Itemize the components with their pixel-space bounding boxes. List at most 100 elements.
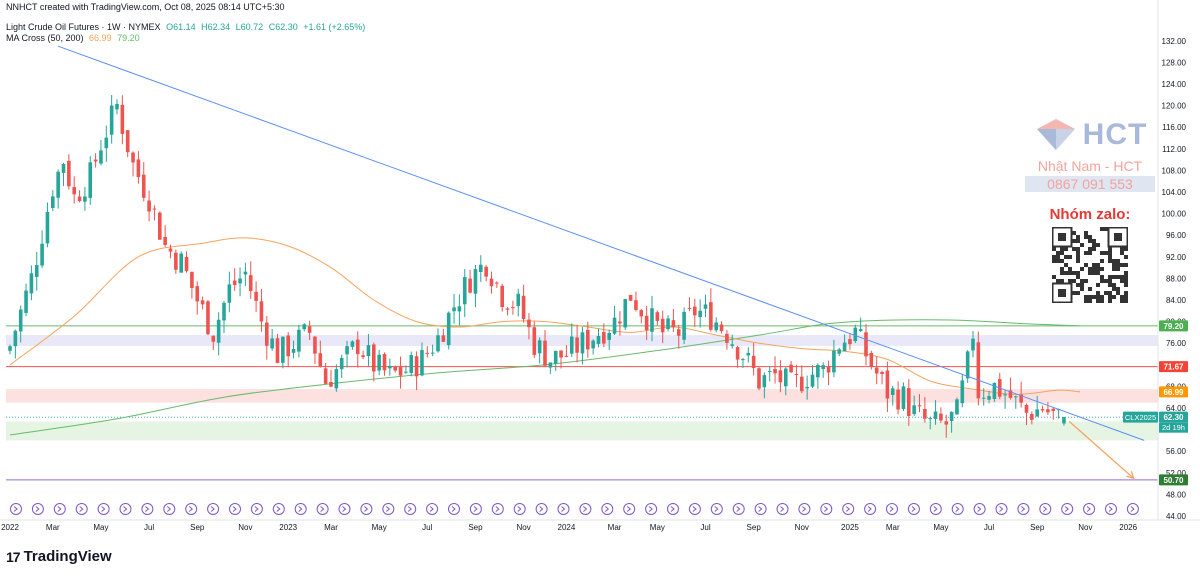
candle-up: [821, 365, 825, 370]
candle-down: [511, 307, 515, 309]
qr-module: [1092, 295, 1096, 299]
price-tag-label: 50.70: [1163, 476, 1184, 485]
event-icons[interactable]: [10, 503, 1139, 515]
candle-up: [8, 346, 12, 351]
candle-up: [762, 375, 767, 388]
event-icon: [842, 503, 855, 515]
chevron-right-icon: [1042, 506, 1048, 512]
candle-up: [479, 264, 483, 273]
qr-module: [1052, 275, 1056, 279]
candle-up: [109, 105, 114, 135]
candle-down: [174, 252, 178, 270]
candle-up: [1062, 417, 1066, 424]
qr-module: [1076, 235, 1080, 239]
candle-up: [436, 335, 440, 352]
candle-up: [971, 338, 975, 351]
event-icon: [579, 503, 592, 515]
qr-module: [1068, 279, 1072, 283]
event-icon: [316, 503, 329, 515]
hct-brand: HCT: [1082, 118, 1148, 151]
candle-up: [243, 271, 248, 275]
symbol-legend[interactable]: Light Crude Oil Futures · 1W · NYMEX O61…: [6, 22, 368, 32]
price-tag-label: 66.99: [1163, 388, 1184, 397]
qr-module: [1112, 287, 1116, 291]
candle-down: [639, 310, 644, 317]
candle-down: [163, 236, 167, 245]
candle-up: [612, 317, 617, 334]
x-tick-label: May: [933, 523, 948, 532]
chevron-right-icon: [1108, 506, 1113, 512]
event-icon: [623, 503, 636, 515]
diamond-logo-icon: [1036, 119, 1075, 150]
qr-module: [1100, 259, 1104, 263]
qr-module: [1112, 275, 1116, 279]
symbol-name[interactable]: Light Crude Oil Futures · 1W · NYMEX: [6, 22, 161, 32]
qr-module: [1084, 263, 1088, 267]
x-tick-label: Jul: [700, 523, 710, 532]
chevron-right-icon: [35, 506, 40, 512]
hct-watermark: HCT Nhật Nam - HCT 0867 091 553 Nhóm zal…: [1020, 118, 1160, 308]
chevron-right-icon: [955, 506, 960, 512]
candle-up: [816, 365, 820, 378]
tv-mark-icon: 17: [6, 548, 21, 565]
x-tick-label: 2024: [558, 523, 576, 532]
chevron-right-icon: [254, 506, 259, 512]
chevron-right-icon: [276, 506, 281, 512]
candle-up: [714, 322, 718, 331]
chevron-right-icon: [473, 506, 478, 512]
candle-down: [259, 301, 264, 322]
x-axis[interactable]: 2022 Mar May Jul Sep Nov 2023 Mar May Jul Sep Nov 20…: [0, 519, 1200, 532]
candle-up: [890, 388, 895, 395]
event-icon: [119, 503, 132, 515]
y-tick-label: 108.00: [1162, 166, 1187, 175]
qr-module: [1124, 299, 1128, 303]
qr-module: [1056, 259, 1060, 263]
trendlines[interactable]: [57, 45, 1145, 480]
candle-down: [757, 368, 761, 389]
candle-up: [965, 351, 970, 379]
x-tick-label: Nov: [1078, 523, 1092, 532]
zalo-label: Nhóm zalo:: [1049, 206, 1131, 223]
x-tick-label: Sep: [468, 523, 483, 532]
price-tags: 79.20 71.67 66.99 62.30 CLX2025 2d 19h 50.70: [1123, 320, 1188, 486]
candle-up: [345, 346, 349, 355]
qr-module: [1076, 259, 1080, 263]
candle-down: [232, 280, 237, 286]
candle-down: [206, 301, 210, 335]
candle-up: [746, 352, 751, 356]
qr-module: [1088, 239, 1092, 243]
candle-down: [1040, 409, 1045, 411]
x-tick-label: Sep: [747, 523, 762, 532]
qr-finder-core: [1058, 233, 1066, 241]
chevron-right-icon: [451, 506, 456, 512]
chevron-right-icon: [79, 506, 84, 512]
qr-module: [1072, 239, 1076, 243]
candle-down: [628, 294, 633, 301]
qr-module: [1072, 231, 1076, 235]
qr-module: [1076, 239, 1080, 243]
y-axis[interactable]: 132.00 128.00 124.00 120.00 116.00 112.00 108.…: [1157, 0, 1187, 521]
candle-up: [227, 284, 232, 303]
price-tag-label: 71.67: [1163, 363, 1184, 372]
y-tick-label: 56.00: [1166, 447, 1187, 456]
qr-module: [1100, 227, 1104, 231]
chevron-right-icon: [101, 506, 106, 512]
candle-down: [660, 318, 665, 333]
ma-legend[interactable]: MA Cross (50, 200) 66.99 79.20: [6, 33, 143, 43]
candle-up: [297, 329, 301, 352]
x-tick-label: 2026: [1119, 523, 1137, 532]
y-tick-label: 104.00: [1162, 188, 1187, 197]
tradingview-logo[interactable]: 17 TradingView: [6, 548, 112, 565]
candle-down: [602, 332, 606, 344]
candles[interactable]: [8, 95, 1066, 438]
qr-module: [1124, 279, 1128, 283]
candle-up: [238, 278, 242, 284]
candle-down: [484, 266, 488, 277]
candle-down: [896, 389, 900, 410]
event-icon: [294, 503, 307, 515]
candle-down: [93, 159, 98, 162]
qr-module: [1072, 279, 1076, 283]
chevron-right-icon: [626, 506, 631, 512]
chevron-right-icon: [1086, 506, 1091, 512]
